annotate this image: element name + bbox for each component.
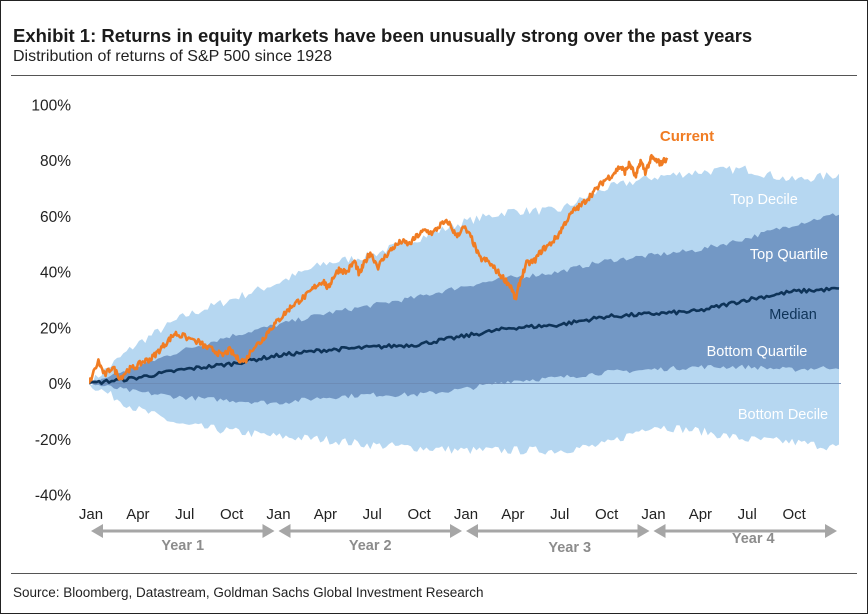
current-line [89,154,669,384]
x-tick-label: Jul [175,506,194,523]
header-divider [11,75,857,76]
bottom-quartile-label: Bottom Quartile [707,344,808,360]
returns-chart: -40% -20% 0% 20% 40% 60% 80% 100% Jan Apr Jul Oct Ja… [31,98,841,556]
x-tick-label: Jan [454,506,478,523]
x-tick-label: Jul [738,506,757,523]
x-tick-label: Jul [363,506,382,523]
x-tick-label: Jul [550,506,569,523]
exhibit-subtitle: Distribution of returns of S&P 500 since… [13,48,332,65]
year-arrow-head-left [278,524,291,538]
bands-layer [89,165,841,455]
year-arrow-head-left [91,524,103,538]
year-label: Year 3 [548,540,591,556]
y-tick-label: 100% [31,98,71,115]
y-tick-label: 20% [40,320,71,337]
bottom-decile-label: Bottom Decile [738,407,828,423]
x-tick-label: Oct [220,506,244,523]
year-arrow-head-right [637,524,650,538]
year-arrow-head-right [262,524,275,538]
exhibit-title: Exhibit 1: Returns in equity markets hav… [13,25,753,46]
year-arrow-head-right [825,524,837,538]
year-arrow-head-left [466,524,478,538]
quartile-band [89,213,839,405]
median-line [89,286,840,386]
y-tick-label: 80% [40,153,71,170]
x-tick-label: Oct [595,506,619,523]
x-tick-label: Apr [501,506,524,523]
year-arrow-head-left [653,524,666,538]
y-tick-label: 0% [49,376,72,393]
y-tick-label: 60% [40,209,71,226]
top-decile-label: Top Decile [730,192,798,208]
top-quartile-label: Top Quartile [750,247,828,263]
x-tick-label: Jan [79,506,103,523]
year-arrow-head-right [450,524,462,538]
x-tick-label: Oct [407,506,431,523]
year-label: Year 2 [349,538,392,554]
lines-layer [89,154,840,386]
x-tick-label: Jan [641,506,665,523]
x-tick-label: Apr [126,506,149,523]
year-label: Year 4 [732,531,775,547]
axes-layer: -40% -20% 0% 20% 40% 60% 80% 100% Jan Apr Jul Oct Ja… [31,98,837,556]
x-tick-label: Jan [266,506,290,523]
x-tick-label: Apr [314,506,337,523]
y-tick-label: -40% [35,488,71,505]
source-note: Source: Bloomberg, Datastream, Goldman S… [13,585,484,600]
x-tick-label: Apr [689,506,712,523]
x-tick-label: Oct [782,506,806,523]
labels-layer: Current Top Decile Top Quartile Median Botto… [660,128,828,423]
year-label: Year 1 [161,538,204,554]
y-tick-label: 40% [40,265,71,282]
median-series-label: Median [769,307,817,323]
footer-divider [11,573,857,574]
y-tick-label: -20% [35,432,71,449]
current-series-label: Current [660,128,714,145]
